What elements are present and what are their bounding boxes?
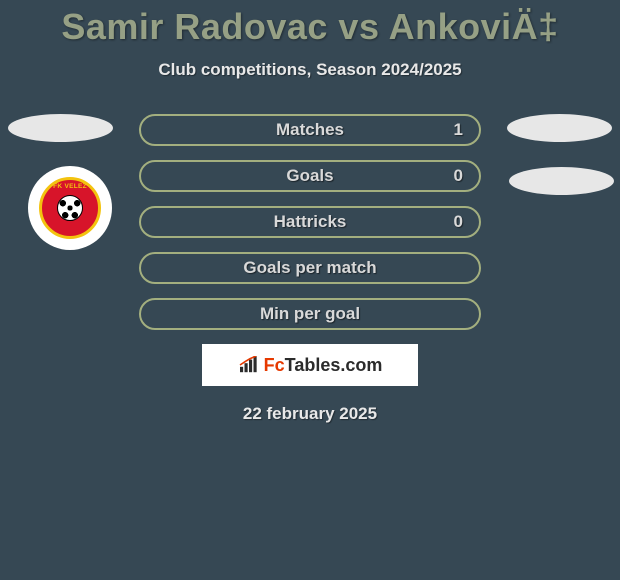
badge-inner-circle: FK VELEZ <box>39 177 101 239</box>
stat-row-matches: Matches 1 <box>139 114 481 146</box>
fk-velez-badge: FK VELEZ <box>28 166 112 250</box>
player-left-placeholder-icon <box>8 114 113 142</box>
brand-suffix: Tables.com <box>285 355 383 375</box>
infographic-root: Samir Radovac vs AnkoviÄ‡ Club competiti… <box>0 0 620 580</box>
brand-box: FcTables.com <box>202 344 418 386</box>
club-right-placeholder-icon <box>509 167 614 195</box>
stat-label: Min per goal <box>141 304 479 324</box>
stat-label: Matches <box>141 120 479 140</box>
brand-inner: FcTables.com <box>238 355 383 376</box>
stat-value-right: 1 <box>454 120 463 140</box>
brand-prefix: Fc <box>264 355 285 375</box>
stat-row-hattricks: Hattricks 0 <box>139 206 481 238</box>
brand-text: FcTables.com <box>264 355 383 376</box>
stat-label: Goals <box>141 166 479 186</box>
stats-area: FK VELEZ Matches 1 Goals 0 Hattricks 0 G… <box>0 114 620 424</box>
player-right-placeholder-icon <box>507 114 612 142</box>
subtitle: Club competitions, Season 2024/2025 <box>0 60 620 80</box>
stat-row-goals: Goals 0 <box>139 160 481 192</box>
date-text: 22 february 2025 <box>0 404 620 424</box>
stat-label: Hattricks <box>141 212 479 232</box>
stat-label: Goals per match <box>141 258 479 278</box>
stat-rows: Matches 1 Goals 0 Hattricks 0 Goals per … <box>139 114 481 330</box>
stat-value-right: 0 <box>454 166 463 186</box>
stat-row-goals-per-match: Goals per match <box>139 252 481 284</box>
stat-value-right: 0 <box>454 212 463 232</box>
page-title: Samir Radovac vs AnkoviÄ‡ <box>0 0 620 48</box>
bar-chart-icon <box>238 356 260 374</box>
badge-text: FK VELEZ <box>42 183 98 190</box>
soccer-ball-icon <box>57 195 83 221</box>
stat-row-min-per-goal: Min per goal <box>139 298 481 330</box>
